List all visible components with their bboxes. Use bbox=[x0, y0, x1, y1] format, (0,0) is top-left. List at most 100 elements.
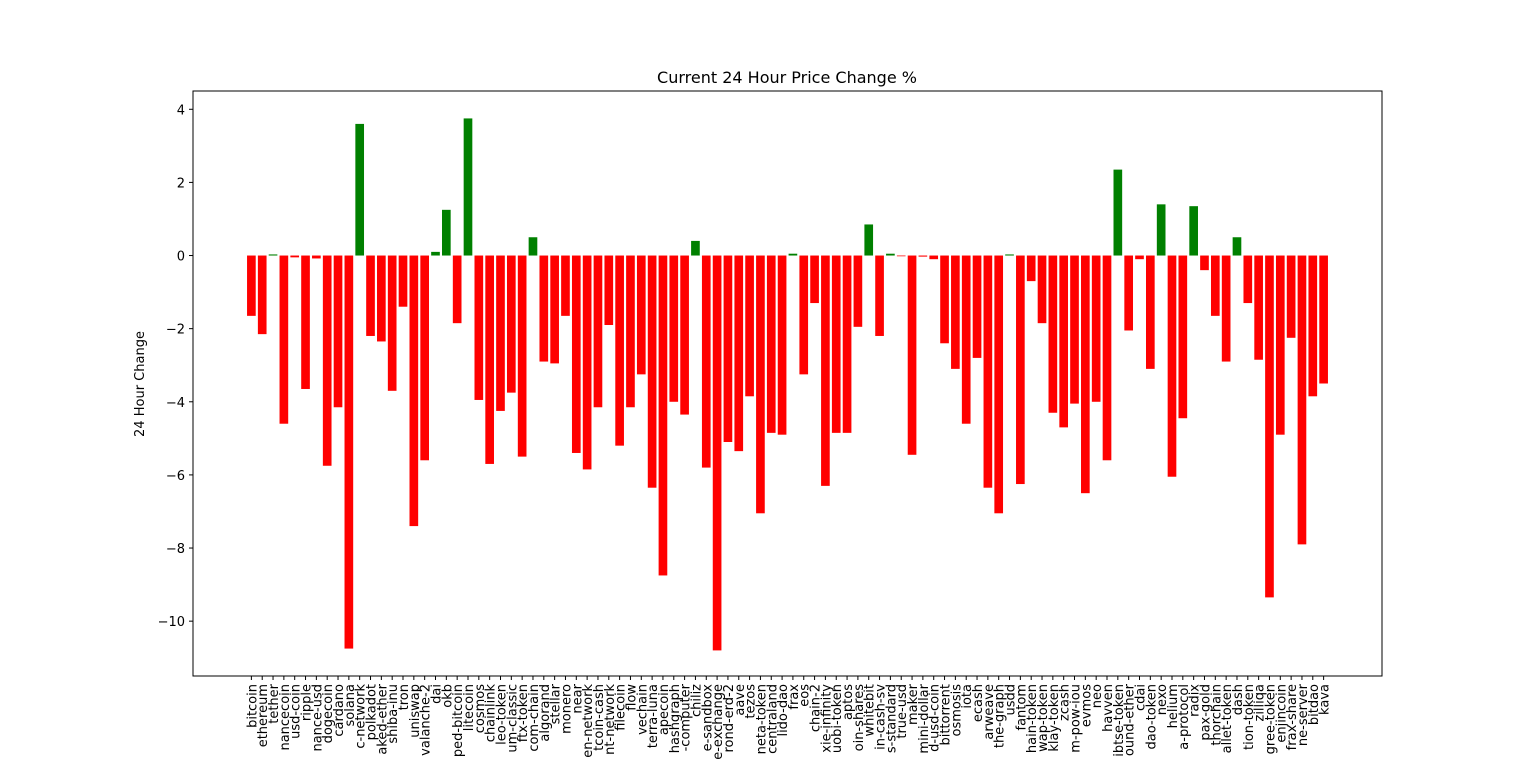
bar bbox=[539, 255, 549, 362]
bar bbox=[1232, 237, 1242, 256]
x-tick-label: m-pow-iou bbox=[1069, 684, 1084, 753]
bar bbox=[290, 255, 300, 258]
bar bbox=[571, 255, 581, 453]
bar bbox=[550, 255, 559, 364]
x-tick-label: -computer bbox=[679, 683, 694, 751]
bar bbox=[1265, 255, 1274, 598]
x-tick-label: true-usd bbox=[895, 684, 910, 739]
bar bbox=[1243, 255, 1253, 304]
bar bbox=[1102, 255, 1112, 461]
x-tick-label: dogecoin bbox=[321, 684, 336, 743]
bar bbox=[951, 255, 960, 369]
x-tick-label: ecash bbox=[971, 684, 986, 722]
x-tick-label: nance-usd bbox=[310, 684, 325, 752]
x-tick-label: cardano bbox=[332, 684, 347, 737]
x-tick-label: en-network bbox=[581, 684, 596, 758]
y-tick-label: 2 bbox=[177, 176, 185, 191]
x-tick-label: arweave bbox=[982, 684, 997, 740]
y-tick-label: −2 bbox=[166, 323, 185, 338]
x-tick-label: ftx-token bbox=[516, 684, 531, 742]
bar bbox=[517, 255, 527, 457]
x-tick-label: bitcoin bbox=[245, 684, 260, 728]
bar bbox=[723, 255, 733, 442]
bar bbox=[864, 224, 874, 256]
x-tick-label: frax-share bbox=[1285, 684, 1300, 750]
x-tick-label: dao-token bbox=[1144, 684, 1159, 749]
bar bbox=[377, 255, 386, 342]
x-tick-label: osmosis bbox=[949, 684, 964, 737]
x-tick-label: enjincoin bbox=[1274, 684, 1289, 743]
bar bbox=[821, 255, 830, 486]
bar bbox=[485, 255, 494, 464]
bar bbox=[1070, 255, 1079, 404]
x-tick-label: dash bbox=[1231, 684, 1246, 715]
x-tick-label: near bbox=[570, 683, 585, 713]
x-tick-label: frax bbox=[787, 684, 802, 710]
bar bbox=[940, 255, 949, 344]
bar bbox=[810, 255, 819, 304]
bar bbox=[268, 254, 278, 256]
bar bbox=[886, 253, 895, 256]
bar bbox=[647, 255, 657, 488]
x-tick-label: hain-token bbox=[1025, 684, 1040, 753]
x-tick-label: flow bbox=[624, 684, 639, 711]
y-axis-label: 24 Hour Change bbox=[133, 331, 148, 437]
bar bbox=[1026, 255, 1036, 282]
x-tick-label: vechain bbox=[635, 684, 650, 735]
bar bbox=[658, 255, 668, 576]
bar bbox=[1005, 254, 1014, 256]
x-tick-label: s-standard bbox=[884, 684, 899, 753]
x-tick-label: centraland bbox=[765, 684, 780, 754]
bar bbox=[344, 255, 354, 649]
x-tick-label: nexo bbox=[1155, 684, 1170, 715]
bar bbox=[961, 255, 971, 424]
x-tick-label: ethereum bbox=[256, 684, 271, 747]
x-tick-label: ped-bitcoin bbox=[451, 684, 466, 757]
x-tick-label: iota bbox=[960, 684, 975, 709]
x-tick-label: terra-luna bbox=[646, 684, 661, 748]
y-tick-label: −8 bbox=[166, 542, 185, 557]
bar bbox=[431, 251, 440, 256]
bar bbox=[701, 255, 711, 468]
x-tick-label: tezos bbox=[744, 684, 759, 719]
bar bbox=[918, 255, 928, 257]
x-tick-label: chainlink bbox=[484, 684, 499, 743]
bar bbox=[1221, 255, 1231, 362]
x-tick-label: zilliqa bbox=[1253, 684, 1268, 722]
bar bbox=[1319, 255, 1328, 384]
x-tick-label: havven bbox=[1101, 684, 1116, 732]
bar bbox=[907, 255, 917, 455]
x-tick-label: uobi-token bbox=[830, 684, 845, 753]
bar bbox=[463, 118, 473, 256]
bar bbox=[322, 255, 332, 466]
bar bbox=[1156, 204, 1166, 256]
bar bbox=[333, 255, 343, 408]
chart-title: Current 24 Hour Price Change % bbox=[657, 68, 917, 87]
bar bbox=[301, 255, 310, 389]
x-tick-label: ibtse-token bbox=[1112, 684, 1127, 757]
bar bbox=[474, 255, 484, 400]
bar bbox=[409, 255, 419, 527]
bar bbox=[247, 255, 256, 316]
bar bbox=[441, 209, 451, 256]
bar bbox=[983, 255, 993, 488]
x-tick-label: filecoin bbox=[614, 684, 629, 731]
bar bbox=[1189, 206, 1198, 256]
x-tick-label: neta-token bbox=[754, 684, 769, 754]
x-tick-label: maker bbox=[906, 683, 921, 725]
bar bbox=[615, 255, 624, 446]
y-tick-label: −10 bbox=[158, 615, 185, 630]
x-tick-label: pax-gold bbox=[1198, 684, 1213, 741]
bar bbox=[972, 255, 982, 358]
x-tick-label: radix bbox=[1188, 684, 1203, 717]
bar bbox=[257, 255, 267, 335]
bar bbox=[831, 255, 841, 433]
bar bbox=[1297, 255, 1307, 545]
x-tick-label: thorchain bbox=[1209, 684, 1224, 746]
x-tick-label: neo bbox=[1090, 684, 1105, 708]
bar bbox=[355, 123, 365, 256]
bar bbox=[1016, 255, 1025, 485]
x-tick-label: aptos bbox=[841, 684, 856, 720]
x-tick-label: uniswap bbox=[408, 684, 423, 738]
bar bbox=[745, 255, 754, 397]
